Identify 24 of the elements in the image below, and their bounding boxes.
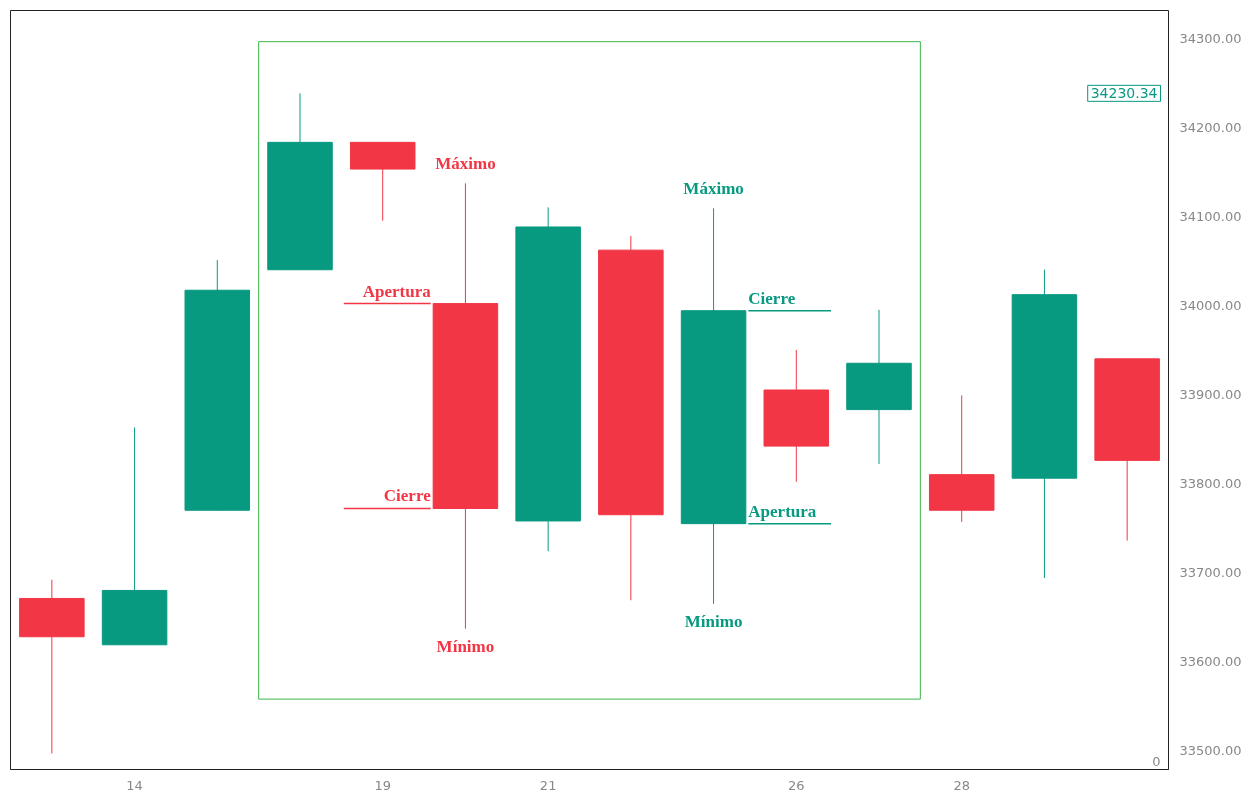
annotation: Mínimo: [436, 636, 495, 656]
annotation: Mínimo: [684, 611, 743, 631]
x-tick-label: 21: [539, 777, 557, 792]
y-tick-label: 34000.00: [1179, 297, 1242, 313]
annotation: 34230.34: [1090, 85, 1158, 102]
y-tick-label: 34100.00: [1179, 208, 1242, 224]
annotation: Apertura: [748, 501, 817, 521]
y-tick-label: 33800.00: [1179, 476, 1242, 492]
annotation: Máximo: [435, 154, 496, 174]
x-tick-label: 28: [953, 777, 970, 792]
y-tick-label: 33600.00: [1179, 654, 1242, 670]
y-tick-label: 34200.00: [1179, 119, 1242, 135]
annotation: Cierre: [748, 288, 796, 308]
x-tick-label: 19: [374, 777, 391, 792]
y-tick-label: 33900.00: [1179, 386, 1242, 402]
y-tick-label: 33500.00: [1179, 743, 1242, 759]
annotation: Cierre: [383, 486, 432, 506]
y-tick-label: 33700.00: [1179, 565, 1242, 581]
annotation: 0: [1152, 753, 1161, 769]
annotation: Máximo: [683, 179, 744, 199]
y-tick-label: 34300.00: [1179, 30, 1242, 46]
x-tick-label: 26: [788, 777, 805, 792]
annotation: Apertura: [362, 281, 432, 301]
x-tick-label: 14: [126, 777, 143, 792]
